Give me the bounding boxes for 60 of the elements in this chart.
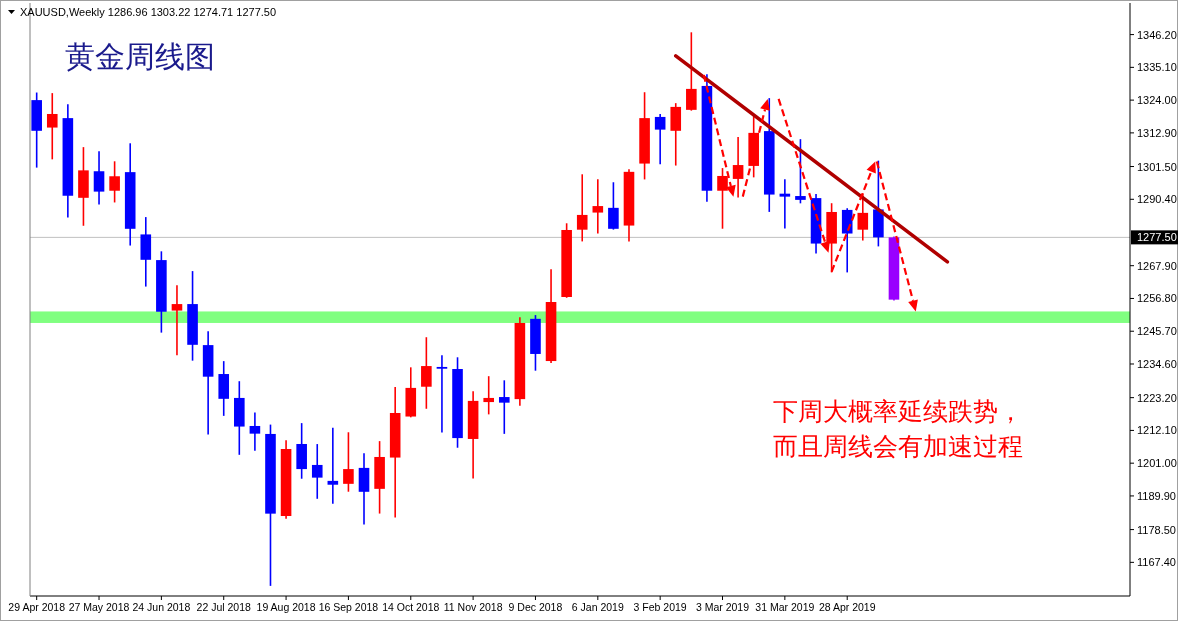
x-tick-label: 31 Mar 2019 (755, 601, 815, 613)
x-tick-label: 28 Apr 2019 (818, 601, 876, 613)
candlestick (436, 355, 448, 433)
candlestick (592, 179, 604, 234)
candlestick (46, 93, 58, 160)
annotation: 而且周线会有加速过程 (773, 432, 1023, 461)
y-tick-label: 1167.40 (1137, 556, 1176, 569)
x-tick-label: 27 May 2018 (68, 601, 130, 613)
y-tick-label: 1290.40 (1137, 193, 1177, 206)
candlestick (857, 193, 869, 241)
x-tick-label: 11 Nov 2018 (443, 601, 503, 613)
candlestick (483, 376, 494, 415)
x-tick-label: 19 Aug 2018 (256, 601, 316, 613)
x-tick-label: 16 Sep 2018 (318, 601, 379, 613)
y-tick-label: 1223.20 (1137, 391, 1177, 404)
candlestick (343, 432, 354, 492)
candlestick (717, 168, 728, 229)
y-tick-label: 1267.90 (1137, 259, 1177, 272)
candlestick (109, 161, 120, 203)
x-tick-label: 3 Mar 2019 (695, 601, 750, 613)
annotation: 下周大概率延续跌势， (773, 397, 1023, 426)
candlestick (327, 427, 339, 504)
y-tick-label: 1324.00 (1137, 94, 1177, 107)
y-tick-label: 1256.80 (1137, 292, 1177, 305)
candlestick (171, 285, 183, 356)
candlestick (841, 208, 853, 273)
candlestick (795, 139, 806, 204)
candlestick (93, 151, 105, 205)
annotation: XAUUSD,Weekly 1286.96 1303.22 1274.71 1277.50 (20, 6, 277, 18)
x-tick-label: 6 Jan 2019 (571, 601, 624, 613)
candlestick (608, 182, 619, 230)
y-tick-label: 1212.10 (1137, 424, 1177, 437)
candlestick (670, 103, 682, 166)
y-tick-label: 1312.90 (1137, 126, 1177, 139)
y-tick-label: 1178.50 (1137, 523, 1176, 536)
ref-line-label: 1277.50 (1137, 231, 1177, 244)
y-tick-label: 1346.20 (1137, 28, 1177, 41)
x-tick-label: 3 Feb 2019 (633, 601, 687, 613)
y-tick-label: 1201.00 (1137, 457, 1177, 470)
candlestick (732, 137, 744, 198)
x-tick-label: 14 Oct 2018 (382, 601, 440, 613)
x-tick-label: 9 Dec 2018 (508, 601, 563, 613)
candlestick (654, 114, 666, 165)
y-tick-label: 1335.10 (1137, 61, 1177, 74)
candlestick (779, 179, 791, 229)
candlestick (358, 453, 370, 525)
y-tick-label: 1245.70 (1137, 325, 1177, 338)
y-tick-label: 1189.90 (1137, 489, 1176, 502)
candlestick (249, 412, 261, 451)
y-tick-label: 1301.50 (1137, 160, 1177, 173)
y-tick-label: 1234.60 (1137, 358, 1177, 370)
x-tick-label: 29 Apr 2018 (8, 601, 66, 613)
x-tick-label: 22 Jul 2018 (196, 601, 252, 613)
candlestick (311, 444, 323, 499)
candlestick (576, 174, 588, 242)
candlestick (686, 32, 697, 111)
candlestick (421, 337, 432, 409)
candlestick (498, 380, 510, 434)
text: 黄金周线图 (65, 39, 215, 74)
x-tick-label: 24 Jun 2018 (132, 601, 191, 613)
